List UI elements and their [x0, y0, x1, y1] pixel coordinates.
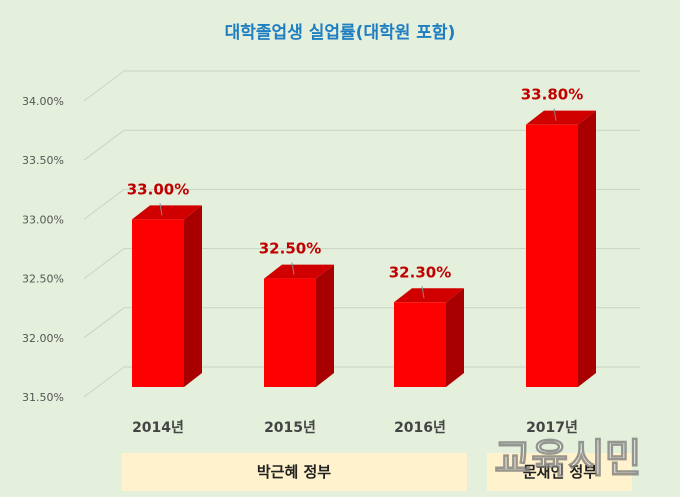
- y-axis: 31.50% 32.00% 32.50% 33.00% 33.50% 34.00%: [22, 95, 64, 404]
- x-tick-label: 2014년: [132, 420, 184, 436]
- y-tick-label: 32.00%: [22, 332, 64, 345]
- leader-line: [421, 286, 425, 299]
- y-tick-label: 31.50%: [22, 391, 64, 404]
- bar-top: [132, 205, 202, 220]
- gridline: [83, 70, 640, 102]
- bar-top: [526, 110, 596, 125]
- x-tick-label: 2015년: [264, 420, 316, 436]
- bar-side: [578, 110, 596, 388]
- data-label: 32.30%: [389, 263, 451, 281]
- bar-top: [264, 264, 334, 279]
- leader-line: [159, 203, 163, 216]
- bar: [526, 124, 578, 388]
- y-tick-label: 33.50%: [22, 154, 64, 167]
- data-labels: 33.00% 32.50% 32.30% 33.80%: [127, 86, 583, 299]
- bar: [132, 219, 184, 387]
- bar: [264, 278, 316, 387]
- gridline: [83, 129, 640, 161]
- data-label: 33.00%: [127, 180, 189, 198]
- chart-title: 대학졸업생 실업률(대학원 포함): [225, 22, 456, 43]
- bar-side: [184, 205, 202, 387]
- bar-side: [446, 288, 464, 387]
- watermark-logo: 교육시민: [494, 436, 641, 482]
- bar-top: [394, 288, 464, 303]
- gridline: [83, 366, 640, 398]
- data-label: 33.80%: [521, 86, 583, 104]
- gridline: [83, 248, 640, 280]
- gridline: [83, 307, 640, 339]
- group-band-park: [122, 453, 467, 491]
- grid: [83, 70, 640, 398]
- group-label-park: 박근혜 정부: [257, 463, 331, 481]
- leader-line: [291, 262, 295, 275]
- bars: [132, 110, 596, 388]
- x-axis: 2014년 2015년 2016년 2017년: [132, 420, 578, 436]
- y-tick-label: 33.00%: [22, 213, 64, 226]
- data-label: 32.50%: [259, 240, 321, 258]
- gridline: [83, 188, 640, 220]
- group-band-moon: [487, 453, 632, 491]
- bar-side: [316, 264, 334, 387]
- y-tick-label: 34.00%: [22, 95, 64, 108]
- y-tick-label: 32.50%: [22, 273, 64, 286]
- x-tick-label: 2016년: [394, 420, 446, 436]
- x-tick-label: 2017년: [526, 420, 578, 436]
- group-label-moon: 문재인 정부: [523, 463, 597, 481]
- bar: [394, 302, 446, 387]
- leader-line: [553, 108, 557, 121]
